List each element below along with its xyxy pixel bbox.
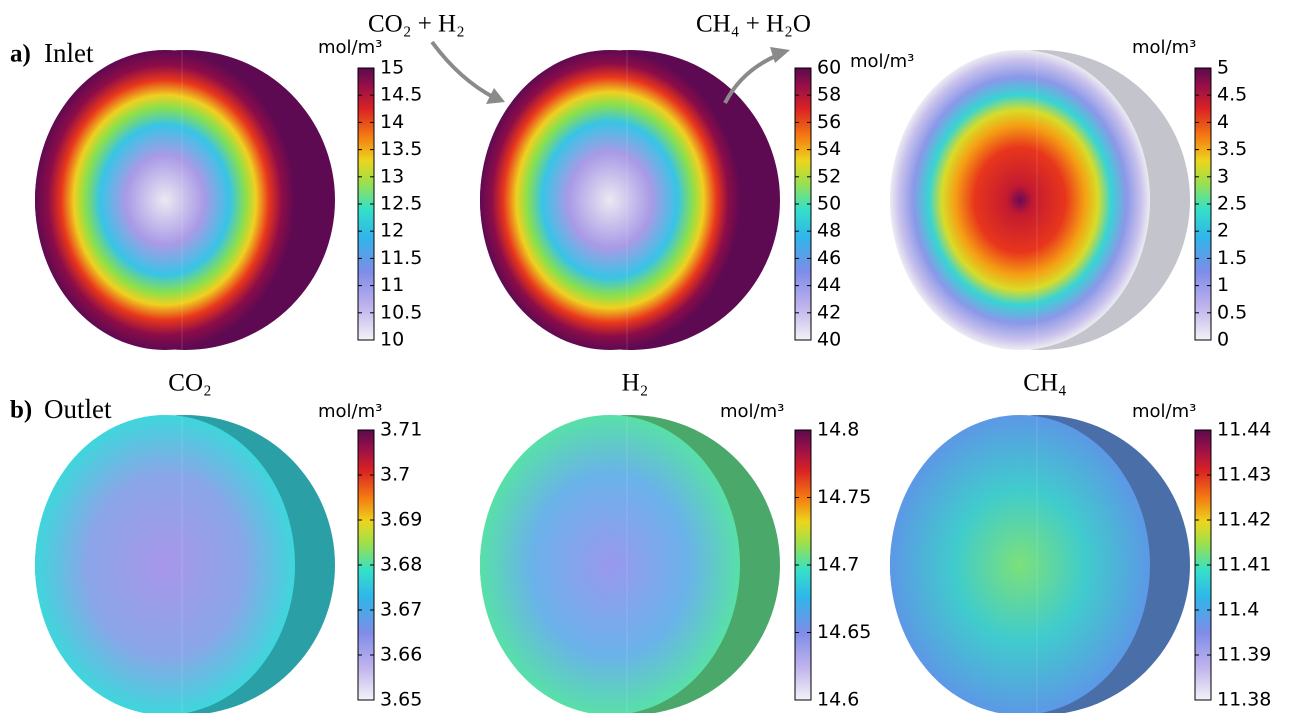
colorbar-tick-label: 56 (817, 111, 841, 133)
colorbar-tick-label: 46 (817, 247, 841, 269)
colorbar-tick-label: 12 (380, 220, 404, 242)
sphere-face (890, 415, 1150, 713)
colorbar-tick-label: 4 (1217, 111, 1229, 133)
colorbar-tick-label: 3.69 (380, 509, 422, 531)
colorbar-tick-label: 11.39 (1217, 644, 1271, 666)
colorbar-tick-label: 14.7 (817, 554, 859, 576)
colorbar-tick-label: 40 (817, 329, 841, 351)
colorbar-tick-label: 3.66 (380, 644, 422, 666)
colorbar-tick-label: 54 (817, 138, 841, 160)
panel-title: CO₂ (168, 370, 211, 397)
colorbar-tick-label: 60 (817, 57, 841, 79)
row-label: Outlet (44, 394, 112, 424)
panel-title: CH₄ (1023, 370, 1066, 397)
colorbar-tick-label: 14.6 (817, 689, 859, 711)
colorbar-tick-label: 13 (380, 165, 404, 187)
colorbar-tick-label: 48 (817, 220, 841, 242)
unit-label: mol/m³ (318, 37, 382, 58)
colorbar-tick-label: 11 (380, 274, 404, 296)
row-label: Inlet (44, 38, 94, 68)
colorbar-tick-label: 1 (1217, 274, 1229, 296)
colorbar-tick-label: 58 (817, 84, 841, 106)
annotation: CO₂ + H₂ (368, 11, 465, 38)
sphere-face (35, 415, 295, 713)
colorbar-tick-label: 0.5 (1217, 301, 1247, 323)
row-marker: a) (10, 41, 31, 68)
sphere-face (890, 50, 1150, 350)
unit-label: mol/m³ (318, 401, 382, 422)
colorbar-tick-label: 14 (380, 111, 404, 133)
colorbar-tick-label: 52 (817, 165, 841, 187)
colorbar-tick-label: 3.71 (380, 419, 422, 441)
unit-label: mol/m³ (1132, 401, 1196, 422)
colorbar-tick-label: 2 (1217, 220, 1229, 242)
arrow (723, 53, 779, 104)
colorbar-tick-label: 11.41 (1217, 554, 1271, 576)
colorbar-tick-label: 14.5 (380, 84, 422, 106)
colorbar-tick-label: 42 (817, 301, 841, 323)
unit-label: mol/m³ (850, 51, 914, 72)
arrow-head (770, 47, 790, 63)
colorbar-tick-label: 12.5 (380, 193, 422, 215)
colorbar-tick-label: 13.5 (380, 138, 422, 160)
colorbar-tick-label: 14.75 (817, 486, 871, 508)
colorbar-tick-label: 44 (817, 274, 841, 296)
row-marker: b) (10, 397, 32, 424)
colorbar-tick-label: 2.5 (1217, 193, 1247, 215)
colorbar-tick-label: 14.65 (817, 621, 871, 643)
colorbar-tick-label: 3.7 (380, 464, 410, 486)
sphere-face (480, 415, 740, 713)
colorbar-tick-label: 4.5 (1217, 84, 1247, 106)
colorbar-tick-label: 15 (380, 57, 404, 79)
colorbar-tick-label: 3.68 (380, 554, 422, 576)
colorbar-tick-label: 0 (1217, 329, 1229, 351)
panel-title: H₂ (622, 370, 649, 397)
colorbar-tick-label: 5 (1217, 57, 1229, 79)
colorbar-tick-label: 11.42 (1217, 509, 1271, 531)
unit-label: mol/m³ (1132, 37, 1196, 58)
colorbar-tick-label: 10.5 (380, 301, 422, 323)
colorbar-tick-label: 14.8 (817, 419, 859, 441)
sphere-face (480, 50, 740, 350)
arrow (430, 40, 496, 100)
sphere-face (35, 50, 295, 350)
colorbar-tick-label: 3 (1217, 165, 1229, 187)
colorbar-tick-label: 3.5 (1217, 138, 1247, 160)
annotation: CH₄ + H₂O (696, 11, 811, 38)
colorbar-tick-label: 11.44 (1217, 419, 1271, 441)
colorbar-tick-label: 50 (817, 193, 841, 215)
colorbar-tick-label: 10 (380, 329, 404, 351)
colorbar-tick-label: 11.43 (1217, 464, 1271, 486)
colorbar-tick-label: 3.67 (380, 599, 422, 621)
unit-label: mol/m³ (720, 401, 784, 422)
colorbar-tick-label: 11.38 (1217, 689, 1271, 711)
colorbar-tick-label: 1.5 (1217, 247, 1247, 269)
arrow-head (486, 88, 505, 104)
colorbar-tick-label: 3.65 (380, 689, 422, 711)
colorbar-tick-label: 11.4 (1217, 599, 1259, 621)
colorbar-tick-label: 11.5 (380, 247, 422, 269)
